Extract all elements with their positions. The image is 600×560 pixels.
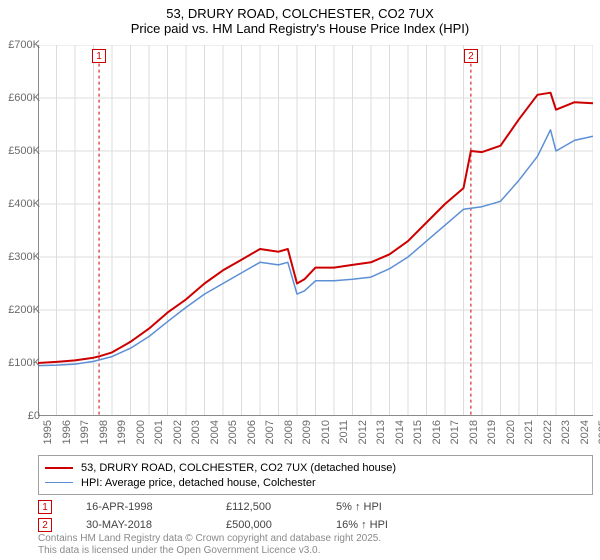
sale-price: £112,500: [226, 501, 306, 513]
x-tick-label: 2022: [542, 420, 554, 444]
legend-label: HPI: Average price, detached house, Colc…: [81, 477, 316, 489]
legend-row: HPI: Average price, detached house, Colc…: [45, 475, 586, 490]
sale-marker-box: 1: [92, 49, 106, 63]
x-tick-label: 2012: [357, 420, 369, 444]
x-tick-label: 2007: [264, 420, 276, 444]
sale-date: 30-MAY-2018: [86, 519, 196, 531]
sales-table: 1 16-APR-1998 £112,500 5% ↑ HPI 2 30-MAY-2018…: [38, 498, 436, 534]
sale-row: 2 30-MAY-2018 £500,000 16% ↑ HPI: [38, 516, 436, 534]
x-tick-label: 1997: [79, 420, 91, 444]
x-tick-label: 1995: [42, 420, 54, 444]
x-tick-label: 2011: [338, 420, 350, 444]
x-tick-label: 2000: [135, 420, 147, 444]
y-tick-label: £0: [28, 410, 40, 422]
x-tick-label: 2003: [190, 420, 202, 444]
attribution-line1: Contains HM Land Registry data © Crown c…: [38, 533, 381, 545]
sale-price: £500,000: [226, 519, 306, 531]
x-tick-label: 1996: [61, 420, 73, 444]
sale-marker-icon: 2: [38, 518, 52, 532]
legend: 53, DRURY ROAD, COLCHESTER, CO2 7UX (det…: [38, 455, 593, 495]
x-tick-label: 2014: [394, 420, 406, 444]
y-tick-label: £700K: [8, 39, 40, 51]
x-tick-label: 2023: [560, 420, 572, 444]
x-tick-label: 2017: [449, 420, 461, 444]
y-tick-label: £200K: [8, 304, 40, 316]
sale-marker-icon: 1: [38, 500, 52, 514]
x-tick-label: 2010: [320, 420, 332, 444]
legend-swatch: [45, 467, 73, 469]
x-tick-label: 2020: [505, 420, 517, 444]
chart-subtitle: Price paid vs. HM Land Registry's House …: [0, 21, 600, 36]
x-tick-label: 2021: [523, 420, 535, 444]
y-tick-label: £300K: [8, 251, 40, 263]
sale-row: 1 16-APR-1998 £112,500 5% ↑ HPI: [38, 498, 436, 516]
legend-swatch: [45, 482, 73, 483]
y-tick-label: £600K: [8, 92, 40, 104]
chart-svg: [38, 45, 593, 416]
x-tick-label: 2013: [375, 420, 387, 444]
legend-label: 53, DRURY ROAD, COLCHESTER, CO2 7UX (det…: [81, 462, 396, 474]
title-block: 53, DRURY ROAD, COLCHESTER, CO2 7UX Pric…: [0, 0, 600, 36]
sale-pct: 5% ↑ HPI: [336, 501, 436, 513]
chart-title: 53, DRURY ROAD, COLCHESTER, CO2 7UX: [0, 6, 600, 21]
x-tick-label: 2001: [153, 420, 165, 444]
x-tick-label: 2019: [486, 420, 498, 444]
y-tick-label: £500K: [8, 145, 40, 157]
y-tick-label: £400K: [8, 198, 40, 210]
y-tick-label: £100K: [8, 357, 40, 369]
x-tick-label: 1999: [116, 420, 128, 444]
x-tick-label: 2018: [468, 420, 480, 444]
x-tick-label: 2005: [227, 420, 239, 444]
sale-marker-box: 2: [464, 49, 478, 63]
x-tick-label: 1998: [98, 420, 110, 444]
x-tick-label: 2015: [412, 420, 424, 444]
x-tick-label: 2002: [172, 420, 184, 444]
x-tick-label: 2008: [283, 420, 295, 444]
attribution: Contains HM Land Registry data © Crown c…: [38, 533, 381, 556]
chart-area: [38, 45, 593, 416]
x-tick-label: 2006: [246, 420, 258, 444]
chart-container: 53, DRURY ROAD, COLCHESTER, CO2 7UX Pric…: [0, 0, 600, 560]
x-tick-label: 2016: [431, 420, 443, 444]
sale-pct: 16% ↑ HPI: [336, 519, 436, 531]
x-tick-label: 2009: [301, 420, 313, 444]
x-tick-label: 2024: [579, 420, 591, 444]
x-tick-label: 2004: [209, 420, 221, 444]
legend-row: 53, DRURY ROAD, COLCHESTER, CO2 7UX (det…: [45, 460, 586, 475]
sale-date: 16-APR-1998: [86, 501, 196, 513]
attribution-line2: This data is licensed under the Open Gov…: [38, 545, 381, 557]
